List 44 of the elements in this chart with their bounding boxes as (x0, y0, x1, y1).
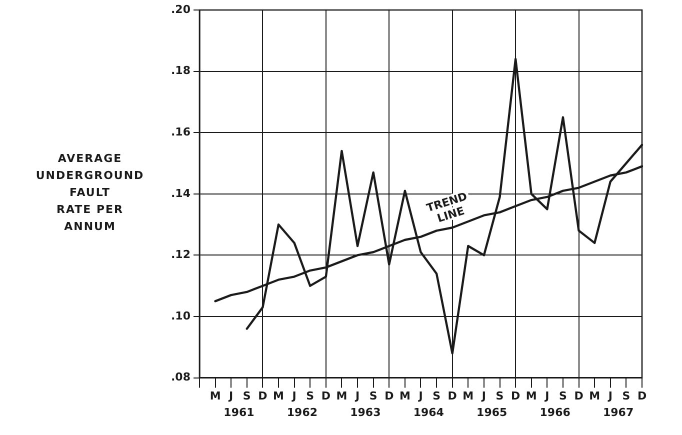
x-tick-label: D (637, 389, 647, 402)
text: 1965 (476, 406, 508, 419)
text: 1967 (602, 406, 634, 419)
text: 1961 (224, 406, 254, 419)
x-tick-label: J (354, 389, 360, 402)
x-tick-label: S (306, 389, 314, 402)
y-tick-label: .20 (170, 2, 191, 16)
text: 1966 (540, 406, 571, 419)
x-tick-label: J (418, 389, 423, 402)
x-tick-label: S (496, 389, 504, 402)
text: 1963 (350, 406, 381, 419)
x-tick-label: D (258, 389, 268, 402)
y-tick-label: .12 (170, 248, 190, 262)
x-tick-label: M (399, 389, 410, 402)
y-tick-label: .08 (170, 370, 190, 384)
x-tick-label: D (448, 389, 457, 402)
text: 1962 (286, 406, 318, 419)
x-tick-label: M (210, 389, 221, 402)
x-tick-label: J (544, 389, 550, 402)
x-tick-label: S (559, 389, 568, 402)
x-tick-label: M (526, 389, 537, 402)
x-tick-label: J (480, 389, 486, 402)
x-tick-label: J (228, 389, 234, 402)
x-tick-label: D (574, 389, 584, 402)
x-tick-label: M (589, 389, 600, 402)
x-tick-label: S (369, 389, 378, 402)
x-tick-label: D (384, 389, 394, 402)
x-tick-label: D (510, 389, 520, 402)
x-tick-label: M (336, 389, 348, 402)
x-tick-label: S (432, 389, 441, 402)
y-tick-label: .16 (170, 125, 191, 138)
text: TREND LINE (424, 190, 469, 226)
x-tick-label: M (462, 389, 474, 402)
y-tick-label: .18 (170, 64, 190, 78)
x-tick-label: S (622, 389, 630, 402)
x-tick-label: D (321, 389, 330, 402)
x-tick-label: S (242, 389, 251, 402)
x-tick-label: M (273, 389, 284, 402)
y-axis-title: AVERAGE UNDERGROUND FAULT RATE PER ANNUM (34, 151, 146, 235)
x-tick-label: J (291, 389, 296, 402)
y-tick-label: .10 (170, 309, 191, 322)
text: 1964 (413, 406, 444, 419)
x-tick-label: J (607, 389, 612, 402)
y-tick-label: .14 (170, 186, 191, 200)
